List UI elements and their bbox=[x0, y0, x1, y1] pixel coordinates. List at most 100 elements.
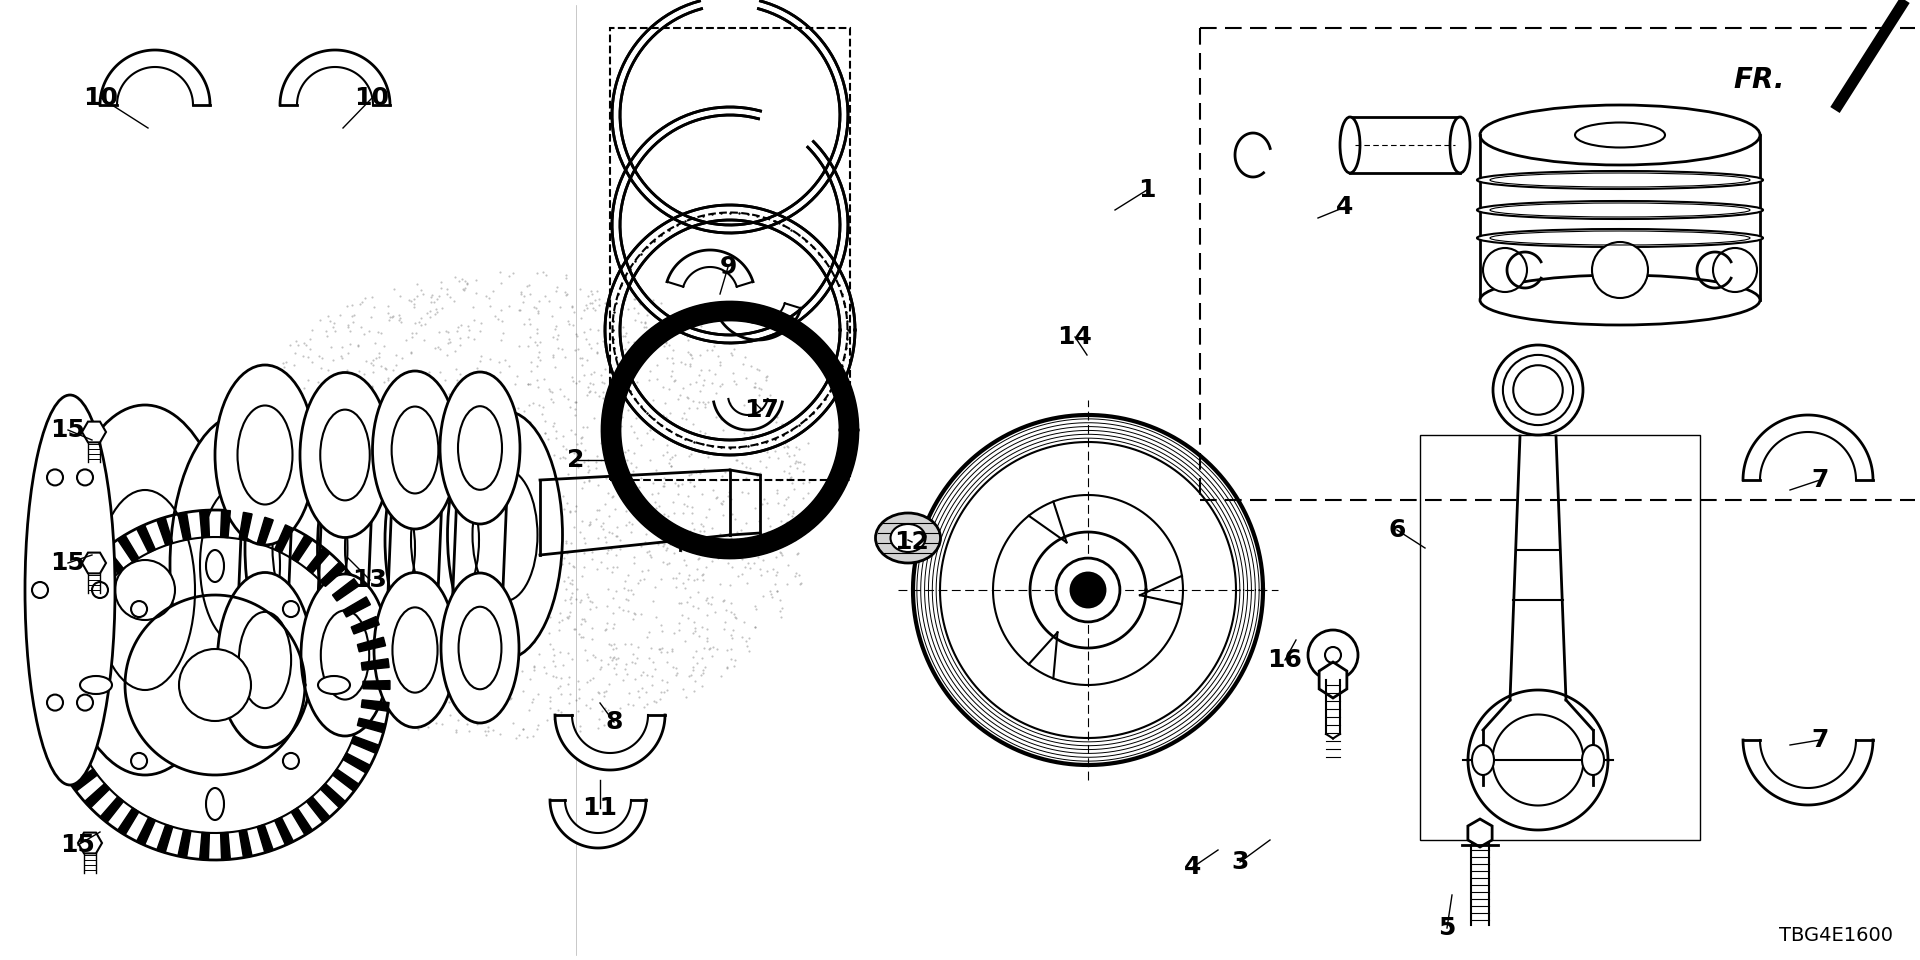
Text: 2: 2 bbox=[566, 448, 586, 472]
Polygon shape bbox=[605, 205, 854, 455]
Ellipse shape bbox=[1340, 117, 1359, 173]
Polygon shape bbox=[321, 562, 346, 587]
Polygon shape bbox=[40, 700, 69, 711]
Ellipse shape bbox=[1476, 171, 1763, 189]
Text: 17: 17 bbox=[745, 398, 780, 422]
Ellipse shape bbox=[374, 572, 457, 728]
Ellipse shape bbox=[891, 524, 925, 552]
Text: FR.: FR. bbox=[1734, 66, 1786, 94]
Ellipse shape bbox=[205, 550, 225, 582]
Polygon shape bbox=[50, 736, 79, 754]
Polygon shape bbox=[157, 825, 173, 852]
Text: 8: 8 bbox=[605, 710, 622, 734]
Ellipse shape bbox=[25, 395, 115, 785]
Polygon shape bbox=[275, 817, 294, 845]
Bar bbox=[1421, 435, 1699, 840]
Ellipse shape bbox=[440, 372, 520, 524]
Circle shape bbox=[131, 753, 148, 769]
Polygon shape bbox=[136, 817, 156, 845]
Polygon shape bbox=[50, 616, 79, 634]
Polygon shape bbox=[612, 1, 849, 233]
Circle shape bbox=[282, 601, 300, 617]
Polygon shape bbox=[280, 50, 390, 105]
Circle shape bbox=[115, 560, 175, 620]
Text: 5: 5 bbox=[1438, 916, 1455, 940]
Polygon shape bbox=[1743, 415, 1874, 480]
Circle shape bbox=[1713, 248, 1757, 292]
Ellipse shape bbox=[442, 573, 518, 723]
Ellipse shape bbox=[1476, 201, 1763, 219]
Polygon shape bbox=[71, 579, 98, 601]
Polygon shape bbox=[157, 517, 173, 545]
Polygon shape bbox=[292, 808, 313, 835]
Polygon shape bbox=[612, 107, 849, 343]
Ellipse shape bbox=[1480, 105, 1761, 165]
Ellipse shape bbox=[1582, 745, 1603, 775]
Polygon shape bbox=[44, 718, 73, 732]
Text: TBG4E1600: TBG4E1600 bbox=[1780, 926, 1893, 945]
Ellipse shape bbox=[386, 413, 505, 667]
Polygon shape bbox=[83, 421, 106, 443]
Ellipse shape bbox=[81, 676, 111, 694]
Polygon shape bbox=[332, 579, 359, 601]
Ellipse shape bbox=[301, 574, 390, 736]
Ellipse shape bbox=[1450, 117, 1471, 173]
Polygon shape bbox=[603, 302, 858, 558]
Polygon shape bbox=[240, 513, 252, 540]
Text: 12: 12 bbox=[895, 530, 929, 554]
Ellipse shape bbox=[215, 365, 315, 545]
Polygon shape bbox=[344, 753, 371, 773]
Polygon shape bbox=[357, 637, 386, 652]
Circle shape bbox=[282, 753, 300, 769]
Polygon shape bbox=[292, 535, 313, 562]
Polygon shape bbox=[357, 718, 386, 732]
Polygon shape bbox=[200, 510, 209, 538]
Text: 7: 7 bbox=[1811, 468, 1828, 492]
Polygon shape bbox=[200, 832, 209, 860]
Polygon shape bbox=[117, 535, 138, 562]
Polygon shape bbox=[321, 783, 346, 808]
Text: 4: 4 bbox=[1185, 855, 1202, 879]
Ellipse shape bbox=[447, 411, 563, 659]
Polygon shape bbox=[1469, 690, 1609, 760]
Polygon shape bbox=[71, 769, 98, 791]
Polygon shape bbox=[275, 525, 294, 553]
Polygon shape bbox=[179, 829, 190, 857]
Text: 1: 1 bbox=[1139, 178, 1156, 202]
Circle shape bbox=[1494, 345, 1582, 435]
Polygon shape bbox=[100, 50, 209, 105]
Bar bbox=[611, 28, 851, 480]
Polygon shape bbox=[666, 250, 753, 287]
Polygon shape bbox=[60, 597, 86, 617]
Ellipse shape bbox=[217, 572, 313, 748]
Circle shape bbox=[1056, 558, 1119, 622]
Polygon shape bbox=[1319, 662, 1346, 698]
Polygon shape bbox=[332, 769, 359, 791]
Polygon shape bbox=[44, 637, 73, 652]
Ellipse shape bbox=[56, 405, 234, 775]
Polygon shape bbox=[714, 399, 781, 430]
Text: 11: 11 bbox=[582, 796, 618, 820]
Polygon shape bbox=[100, 547, 123, 573]
Circle shape bbox=[179, 649, 252, 721]
Text: 3: 3 bbox=[1231, 850, 1248, 874]
Ellipse shape bbox=[876, 513, 941, 563]
Polygon shape bbox=[914, 415, 1263, 765]
Polygon shape bbox=[1743, 740, 1874, 805]
Text: 9: 9 bbox=[720, 255, 737, 279]
Text: 10: 10 bbox=[83, 86, 119, 110]
Ellipse shape bbox=[171, 415, 309, 715]
Text: 15: 15 bbox=[50, 551, 84, 575]
Text: 6: 6 bbox=[1388, 518, 1405, 542]
Text: 4: 4 bbox=[1336, 195, 1354, 219]
Ellipse shape bbox=[317, 416, 442, 681]
Ellipse shape bbox=[205, 788, 225, 820]
Polygon shape bbox=[84, 783, 109, 808]
Polygon shape bbox=[221, 510, 230, 538]
Polygon shape bbox=[344, 597, 371, 617]
Polygon shape bbox=[83, 553, 106, 573]
Polygon shape bbox=[125, 595, 305, 775]
Text: 10: 10 bbox=[355, 86, 390, 110]
Polygon shape bbox=[257, 517, 273, 545]
Polygon shape bbox=[117, 808, 138, 835]
